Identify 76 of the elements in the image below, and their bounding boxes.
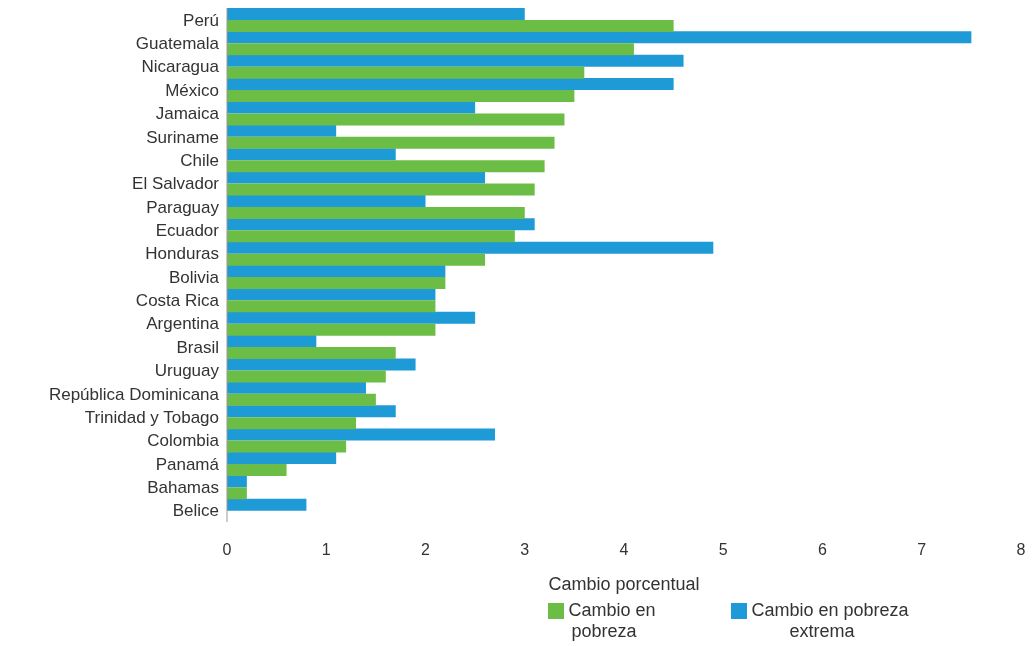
x-tick-label: 4 <box>619 541 629 559</box>
y-tick-label: República Dominicana <box>48 384 220 404</box>
y-tick-label: Perú <box>183 10 219 30</box>
bar <box>227 101 476 114</box>
legend-label: Cambio en pobreza <box>568 600 656 641</box>
bar <box>227 428 495 441</box>
bar <box>227 218 535 231</box>
bar <box>227 440 347 453</box>
bar <box>227 124 337 137</box>
bar <box>227 136 555 149</box>
bar <box>227 347 396 360</box>
y-tick-label: Guatemala <box>135 34 220 54</box>
y-tick-label: Bolivia <box>168 267 220 287</box>
bar <box>227 335 317 348</box>
y-tick-label: Jamaica <box>155 104 220 124</box>
y-tick-label: El Salvador <box>132 174 220 194</box>
y-tick-label: Colombia <box>147 431 220 451</box>
bar <box>227 381 366 394</box>
bar <box>227 277 446 289</box>
bar <box>227 323 436 336</box>
bar <box>227 487 247 500</box>
bar <box>227 451 337 464</box>
bar <box>227 288 436 301</box>
bar <box>227 206 525 219</box>
y-tick-label: Bahamas <box>147 477 219 497</box>
bar <box>227 498 307 511</box>
x-tick-label: 6 <box>818 541 828 559</box>
bar <box>227 148 396 161</box>
bar <box>227 171 486 184</box>
x-axis-title: Cambio porcentual <box>548 574 700 594</box>
bar <box>227 43 634 56</box>
x-tick-label: 3 <box>520 541 530 559</box>
x-tick-label: 8 <box>1016 541 1026 559</box>
bar <box>227 300 436 313</box>
y-tick-label: Brasil <box>176 337 219 357</box>
y-tick-label: Nicaragua <box>141 57 220 77</box>
bar <box>227 183 535 196</box>
x-tick-label: 0 <box>222 541 232 559</box>
y-tick-label: Suriname <box>146 127 219 147</box>
legend-label: Cambio en pobreza extrema <box>751 600 909 641</box>
bar <box>227 160 545 173</box>
y-tick-label: Costa Rica <box>135 291 220 311</box>
x-tick-label: 7 <box>917 541 927 559</box>
bar <box>227 54 684 67</box>
y-tick-label: Honduras <box>145 244 219 264</box>
bar <box>227 370 386 383</box>
bar <box>227 194 426 207</box>
y-tick-label: México <box>165 80 219 100</box>
bar <box>227 417 357 430</box>
bar <box>227 113 565 126</box>
bar <box>227 358 416 371</box>
y-tick-label: Chile <box>180 150 219 170</box>
bar <box>227 463 287 476</box>
x-tick-label: 2 <box>421 541 431 559</box>
y-tick-label: Argentina <box>146 314 220 334</box>
y-tick-label: Belice <box>172 501 219 521</box>
bar <box>227 78 674 91</box>
y-tick-label: Trinidad y Tobago <box>84 407 219 427</box>
bar <box>227 230 515 243</box>
bar <box>227 90 575 103</box>
bar <box>227 31 972 44</box>
y-tick-label: Panamá <box>155 454 220 474</box>
bar <box>227 20 674 32</box>
x-tick-label: 5 <box>718 541 728 559</box>
bar <box>227 66 585 79</box>
bar <box>227 311 476 324</box>
bar <box>227 8 525 20</box>
bar <box>227 393 376 406</box>
bar <box>227 253 486 266</box>
bar <box>227 265 446 277</box>
y-tick-label: Ecuador <box>155 220 220 240</box>
bar <box>227 405 396 418</box>
x-tick-label: 1 <box>321 541 331 559</box>
bar <box>227 241 714 254</box>
y-tick-label: Uruguay <box>154 361 220 381</box>
y-tick-label: Paraguay <box>146 197 220 217</box>
